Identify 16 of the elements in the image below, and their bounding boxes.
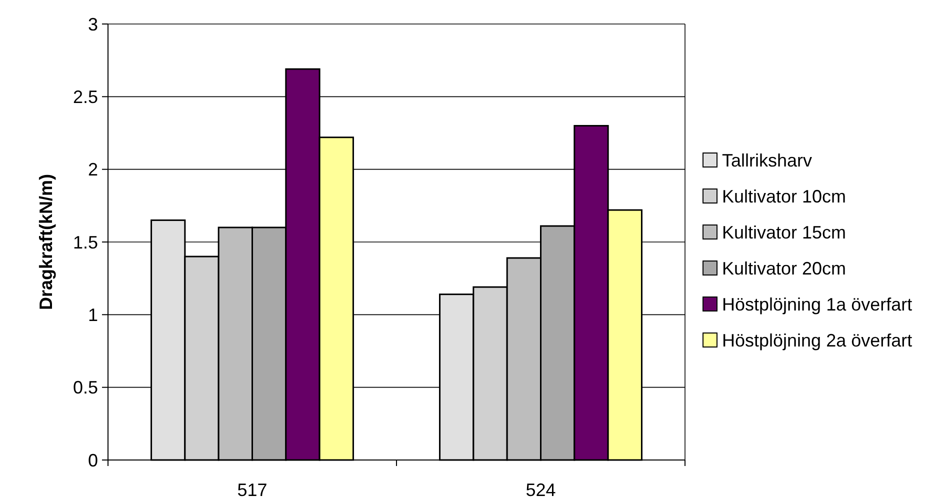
legend-label: Kultivator 15cm xyxy=(722,222,846,242)
y-tick-label: 1.5 xyxy=(72,232,98,252)
y-tick-label: 1 xyxy=(88,304,98,325)
x-tick-label: 517 xyxy=(237,480,268,500)
legend-label: Höstplöjning 2a överfart xyxy=(722,330,912,350)
y-tick-label: 2 xyxy=(88,160,98,180)
legend-label: Höstplöjning 1a överfart xyxy=(722,294,912,314)
legend-label: Tallriksharv xyxy=(722,150,812,170)
legend-label: Kultivator 20cm xyxy=(722,258,846,278)
x-tick-label: 524 xyxy=(526,480,556,500)
y-tick-label: 3 xyxy=(88,14,98,34)
y-tick-label: 0 xyxy=(88,450,98,470)
legend-label: Kultivator 10cm xyxy=(722,186,846,206)
y-tick-label: 0.5 xyxy=(72,378,98,398)
y-tick-label: 2.5 xyxy=(72,86,98,107)
y-axis-title: Dragkraft(kN/m) xyxy=(36,174,56,310)
